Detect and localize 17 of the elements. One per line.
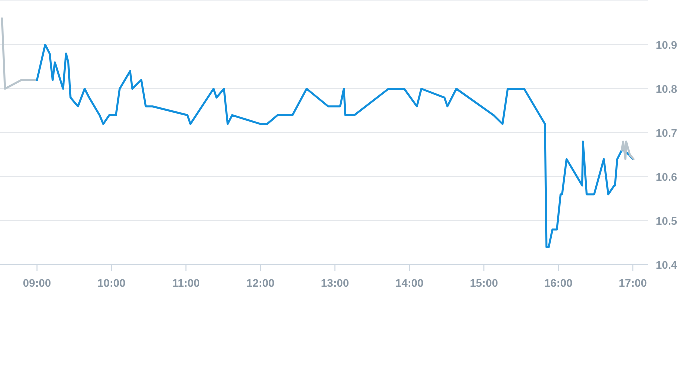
y-tick-label: 10.5: [656, 216, 678, 228]
x-tick-label: 13:00: [321, 278, 350, 290]
line-series: [620, 140, 635, 160]
x-tick-label: 12:00: [246, 278, 275, 290]
x-tick-label: 14:00: [396, 278, 424, 290]
x-tick-label: 11:00: [172, 278, 200, 290]
x-tick-label: 09:00: [23, 278, 52, 290]
x-tick-label: 10:00: [98, 278, 126, 290]
y-tick-label: 10.7: [656, 128, 678, 140]
x-tick-label: 17:00: [619, 278, 648, 290]
y-tick-label: 10.6: [656, 172, 678, 184]
y-tick-label: 10.4: [656, 260, 678, 272]
x-tick-label: 16:00: [544, 278, 573, 290]
line-series: [36, 44, 634, 248]
y-tick-label: 10.8: [656, 84, 678, 96]
x-tick-label: 15:00: [470, 278, 498, 290]
y-tick-label: 10.9: [656, 40, 678, 52]
